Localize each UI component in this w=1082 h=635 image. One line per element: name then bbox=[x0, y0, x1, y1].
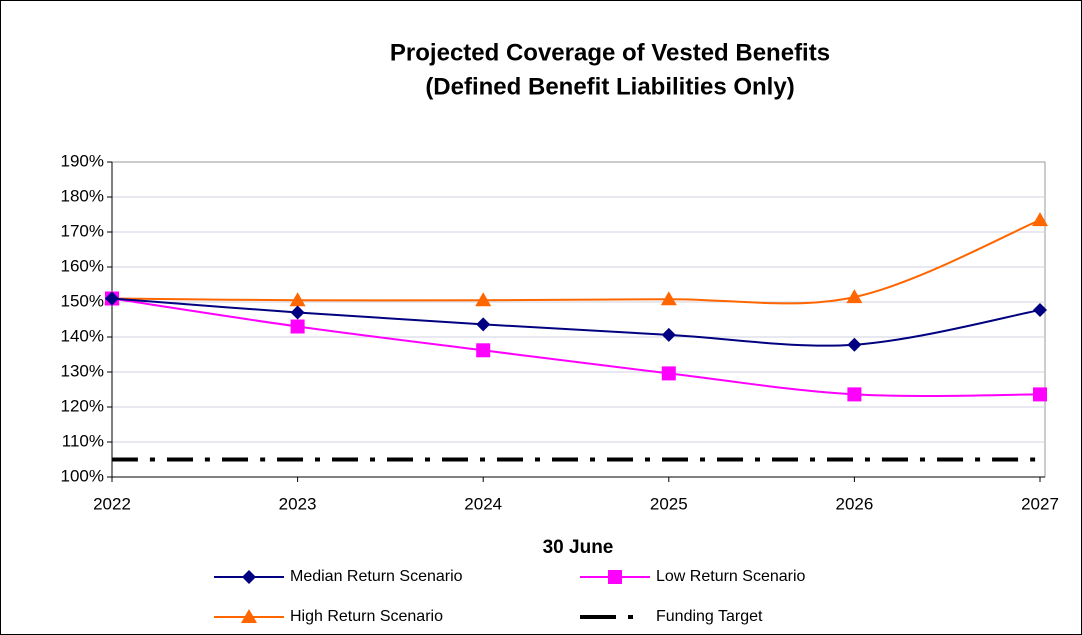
marker-diamond bbox=[847, 337, 862, 352]
marker-diamond bbox=[1033, 303, 1047, 318]
x-tick-label: 2027 bbox=[1021, 494, 1059, 513]
y-tick-label: 180% bbox=[61, 186, 104, 205]
legend-label: Low Return Scenario bbox=[656, 568, 806, 585]
marker-triangle bbox=[475, 292, 492, 307]
x-tick-label: 2024 bbox=[464, 494, 502, 513]
marker-square bbox=[847, 387, 862, 402]
marker-diamond bbox=[242, 570, 256, 584]
series-line bbox=[111, 297, 1041, 347]
marker-triangle bbox=[660, 291, 677, 306]
marker-square bbox=[608, 570, 622, 584]
x-tick-label: 2026 bbox=[835, 494, 873, 513]
x-axis-label: 30 June bbox=[543, 537, 614, 558]
legend-label: High Return Scenario bbox=[290, 608, 443, 625]
legend-label: Funding Target bbox=[656, 608, 763, 625]
series-line bbox=[111, 219, 1041, 305]
chart-subtitle: (Defined Benefit Liabilities Only) bbox=[425, 73, 794, 100]
marker-square bbox=[476, 343, 491, 358]
marker-diamond bbox=[476, 317, 491, 332]
chart-title: Projected Coverage of Vested Benefits bbox=[390, 39, 830, 66]
series-line bbox=[111, 297, 1041, 397]
y-tick-label: 170% bbox=[61, 221, 104, 240]
marker-diamond bbox=[290, 305, 305, 320]
marker-square bbox=[290, 319, 305, 334]
y-tick-label: 160% bbox=[61, 256, 104, 275]
marker-diamond bbox=[661, 327, 676, 342]
marker-square bbox=[1033, 387, 1047, 402]
marker-triangle bbox=[289, 292, 306, 307]
marker-triangle bbox=[241, 609, 257, 623]
y-tick-label: 110% bbox=[62, 431, 104, 450]
y-tick-label: 100% bbox=[61, 466, 104, 485]
marker-triangle bbox=[846, 289, 863, 304]
marker-square bbox=[661, 366, 676, 381]
y-tick-label: 190% bbox=[61, 151, 104, 170]
legend-label: Median Return Scenario bbox=[290, 568, 463, 585]
x-tick-label: 2022 bbox=[93, 494, 131, 513]
y-tick-label: 130% bbox=[61, 361, 104, 380]
y-tick-label: 120% bbox=[61, 396, 104, 415]
y-tick-label: 140% bbox=[61, 326, 104, 345]
plot-area bbox=[111, 161, 1046, 478]
marker-triangle bbox=[1032, 212, 1048, 227]
y-tick-label: 150% bbox=[61, 291, 104, 310]
x-tick-label: 2023 bbox=[279, 494, 317, 513]
marker-diamond bbox=[105, 291, 119, 306]
x-tick-label: 2025 bbox=[650, 494, 688, 513]
